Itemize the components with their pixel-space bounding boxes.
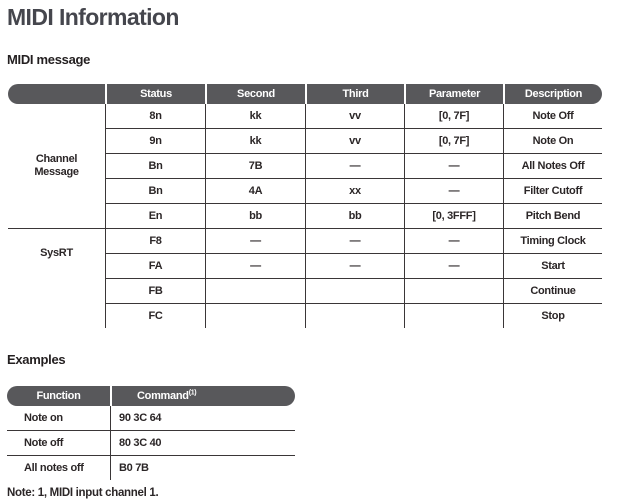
column-header-status: Status	[105, 84, 205, 104]
table-cell: vv	[305, 129, 404, 154]
column-header-command: Command(1)	[110, 386, 295, 406]
table-cell: kk	[205, 104, 305, 129]
table-cell: Pitch Bend	[503, 204, 602, 229]
table-cell	[404, 304, 503, 328]
table-cell	[305, 304, 404, 328]
table-cell: 8n	[105, 104, 205, 129]
table-cell: bb	[205, 204, 305, 229]
footnote: Note: 1, MIDI input channel 1.	[7, 487, 159, 499]
table-row: 9n kk vv [0, 7F] Note On	[8, 129, 602, 154]
column-header-parameter: Parameter	[404, 84, 503, 104]
column-header-group	[8, 84, 105, 104]
midi-message-heading: MIDI message	[7, 52, 91, 67]
table-cell: FA	[105, 254, 205, 279]
table-cell: Continue	[503, 279, 602, 304]
table-cell: 80 3C 40	[110, 431, 295, 456]
table-cell: Filter Cutoff	[503, 179, 602, 204]
column-header-command-label: Command	[137, 390, 189, 402]
examples-table: Function Command(1) Note on 90 3C 64 Not…	[7, 386, 295, 480]
column-header-third: Third	[305, 84, 404, 104]
column-header-description: Description	[503, 84, 602, 104]
table-cell: F8	[105, 229, 205, 254]
group-label-channel-message: Channel Message	[8, 104, 105, 229]
table-cell: FC	[105, 304, 205, 328]
table-row: Bn 4A xx — Filter Cutoff	[8, 179, 602, 204]
table-cell: —	[205, 254, 305, 279]
table-row: En bb bb [0, 3FFF] Pitch Bend	[8, 204, 602, 229]
table-row: Bn 7B — — All Notes Off	[8, 154, 602, 179]
examples-heading: Examples	[7, 352, 66, 367]
table-cell: Bn	[105, 154, 205, 179]
table-cell: En	[105, 204, 205, 229]
table-cell: Note off	[7, 431, 110, 456]
table-cell: —	[404, 229, 503, 254]
table-cell: Stop	[503, 304, 602, 328]
table-cell: 90 3C 64	[110, 406, 295, 431]
midi-table-header-row: Status Second Third Parameter Descriptio…	[8, 84, 602, 104]
table-row: Note off 80 3C 40	[7, 431, 295, 456]
table-row: Channel Message 8n kk vv [0, 7F] Note Of…	[8, 104, 602, 229]
table-cell: —	[305, 254, 404, 279]
table-cell: All notes off	[24, 462, 84, 474]
column-header-second: Second	[205, 84, 305, 104]
examples-table-header-row: Function Command(1)	[7, 386, 295, 406]
table-cell: bb	[305, 204, 404, 229]
table-cell: 4A	[205, 179, 305, 204]
table-cell: Timing Clock	[503, 229, 602, 254]
table-cell: Note Off	[503, 104, 602, 129]
table-cell	[305, 279, 404, 304]
midi-message-table: Status Second Third Parameter Descriptio…	[8, 84, 602, 328]
table-cell: —	[404, 154, 503, 179]
table-cell: Start	[503, 254, 602, 279]
table-cell: All Notes Off	[503, 154, 602, 179]
table-cell: Note On	[503, 129, 602, 154]
column-header-function: Function	[7, 386, 110, 406]
table-cell: B0 7B	[110, 456, 295, 480]
table-cell: Bn	[105, 179, 205, 204]
table-row: SysRT F8 — — — Timing Clock	[8, 229, 602, 259]
table-cell: —	[305, 229, 404, 254]
table-cell: [0, 7F]	[404, 129, 503, 154]
table-cell: —	[305, 154, 404, 179]
table-cell: [0, 3FFF]	[404, 204, 503, 229]
group-label-sysrt: SysRT	[40, 247, 73, 259]
table-cell	[205, 279, 305, 304]
table-row: All notes off B0 7B	[7, 456, 295, 480]
table-cell: FB	[105, 279, 205, 304]
table-cell: —	[404, 179, 503, 204]
page-title: MIDI Information	[7, 4, 179, 30]
table-cell: 9n	[105, 129, 205, 154]
table-cell: Note on	[7, 406, 110, 431]
table-row: FC Stop	[8, 304, 602, 328]
table-cell: —	[205, 229, 305, 254]
table-row: FA — — — Start	[8, 254, 602, 279]
table-cell: —	[404, 254, 503, 279]
table-cell	[205, 304, 305, 328]
table-cell: 7B	[205, 154, 305, 179]
table-cell: vv	[305, 104, 404, 129]
table-cell: xx	[305, 179, 404, 204]
table-row: Note on 90 3C 64	[7, 406, 295, 431]
table-cell: kk	[205, 129, 305, 154]
command-footnote-marker: (1)	[188, 389, 197, 397]
table-cell: [0, 7F]	[404, 104, 503, 129]
table-cell	[404, 279, 503, 304]
table-row: FB Continue	[8, 279, 602, 304]
